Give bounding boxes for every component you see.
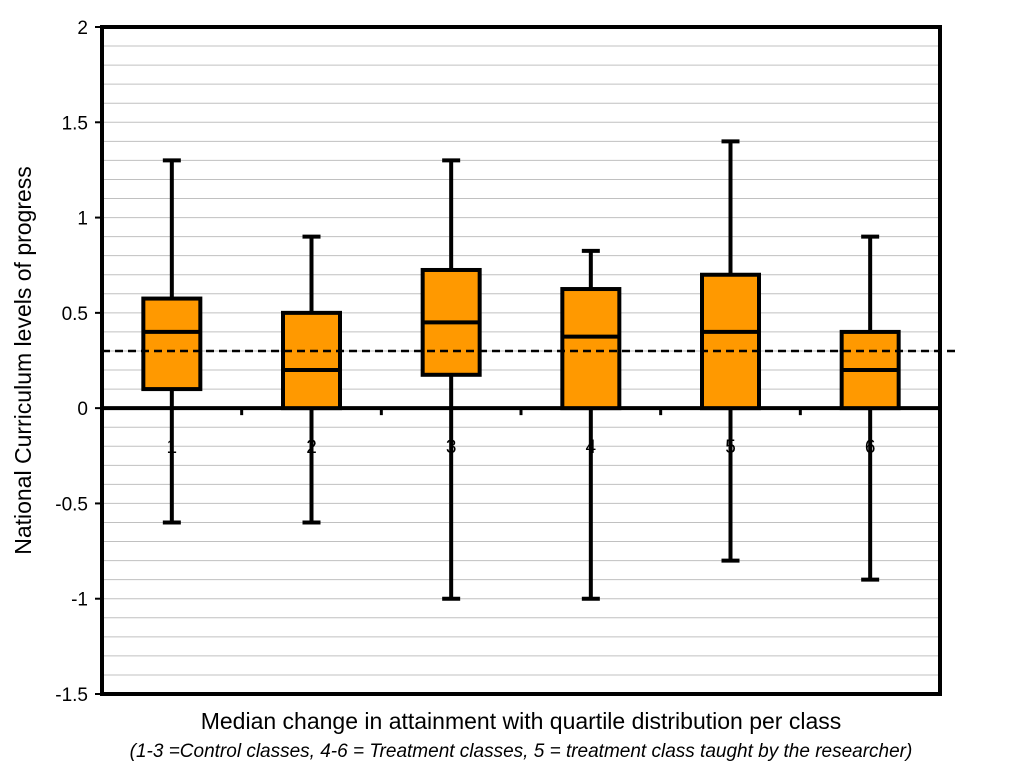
category-labels: 123456 bbox=[167, 437, 876, 458]
y-axis-title: National Curriculum levels of progress bbox=[10, 166, 36, 555]
x-axis-title: Median change in attainment with quartil… bbox=[201, 708, 842, 734]
box-1 bbox=[141, 158, 203, 525]
box-iqr bbox=[700, 272, 761, 411]
box-5 bbox=[700, 139, 761, 563]
y-tick-label: 1.5 bbox=[62, 113, 88, 134]
y-tick-label: 1 bbox=[77, 209, 88, 230]
chart-subtitle: (1-3 =Control classes, 4-6 = Treatment c… bbox=[130, 741, 913, 762]
y-tick-labels: 2 1.5 1 0.5 0 -0.5 -1 -1.5 bbox=[55, 18, 102, 706]
x-axis bbox=[102, 406, 940, 416]
boxes-layer bbox=[141, 139, 901, 601]
box-6 bbox=[839, 234, 901, 582]
y-tick-label: -1.5 bbox=[55, 685, 88, 706]
box-iqr bbox=[141, 296, 203, 392]
box-4 bbox=[560, 248, 622, 601]
y-tick-label: 2 bbox=[77, 18, 88, 39]
plot-frame bbox=[100, 25, 942, 696]
box-2 bbox=[281, 234, 342, 525]
grid-layer bbox=[102, 45, 940, 676]
y-tick-label: 0.5 bbox=[62, 304, 88, 325]
box-3 bbox=[420, 158, 482, 601]
box-iqr bbox=[281, 310, 342, 411]
y-tick-label: -1 bbox=[71, 590, 88, 611]
y-tick-label: 0 bbox=[77, 399, 88, 420]
box-iqr bbox=[560, 287, 622, 411]
y-tick-label: -0.5 bbox=[55, 494, 88, 515]
